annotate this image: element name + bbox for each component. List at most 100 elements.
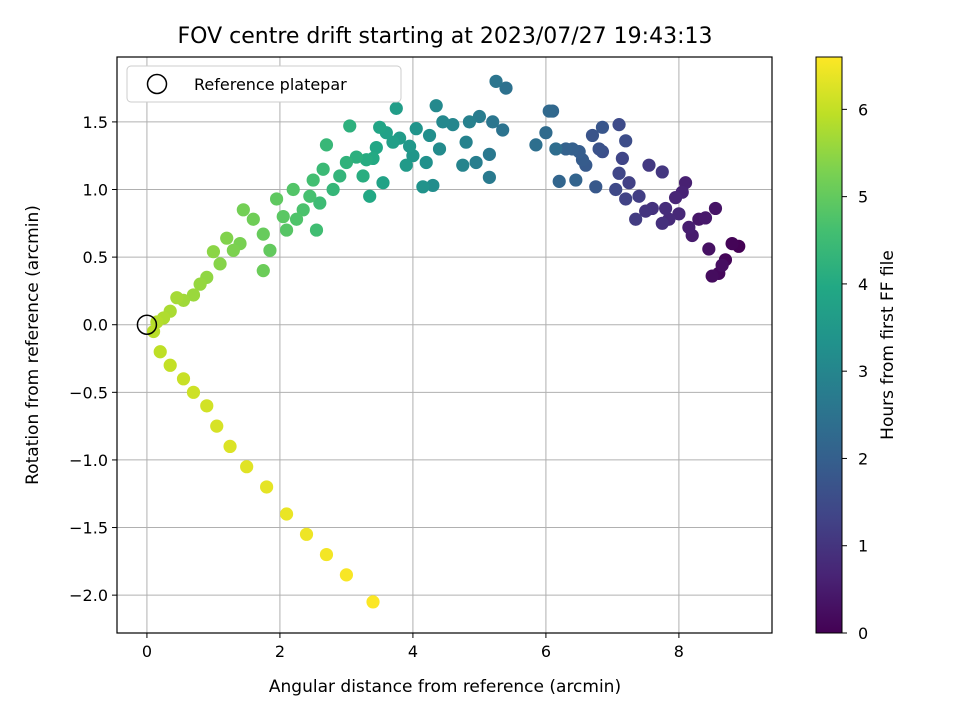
- legend-marker: [146, 73, 168, 95]
- data-point: [702, 242, 716, 256]
- data-point: [256, 227, 270, 241]
- colorbar-tick-label: 4: [858, 275, 868, 294]
- colorbar-ticks: 0 1 2 3 4 5 6: [842, 100, 868, 643]
- data-point: [343, 119, 357, 133]
- data-point: [469, 155, 483, 170]
- data-point: [622, 176, 636, 190]
- colorbar-tick-label: 5: [858, 188, 868, 207]
- data-point: [363, 189, 377, 203]
- colorbar-label: Hours from first FF file: [878, 250, 898, 440]
- data-point: [349, 150, 363, 164]
- chart-title: FOV centre drift starting at 2023/07/27 …: [178, 24, 713, 49]
- y-tick-label: −1.0: [69, 451, 108, 470]
- x-tick-label: 2: [275, 642, 285, 661]
- x-axis-label: Angular distance from reference (arcmin): [269, 677, 621, 697]
- data-point: [386, 135, 400, 149]
- y-tick-label: −0.5: [69, 383, 108, 402]
- colorbar-tick-label: 0: [858, 624, 868, 643]
- data-point: [659, 201, 673, 216]
- data-point: [399, 158, 413, 172]
- data-point: [319, 547, 334, 562]
- data-point: [326, 182, 340, 197]
- data-point: [462, 115, 477, 129]
- colorbar-tick-label: 6: [858, 100, 868, 119]
- data-point: [416, 180, 430, 194]
- plot-frame: [116, 56, 773, 634]
- data-point: [316, 162, 330, 176]
- data-point: [279, 507, 294, 521]
- data-point: [429, 99, 443, 113]
- data-point: [715, 258, 729, 272]
- colorbar: 0 1 2 3 4 5 6 Hours from first FF file: [815, 56, 898, 643]
- data-point: [708, 201, 723, 216]
- data-point: [446, 118, 460, 132]
- data-point: [609, 182, 623, 197]
- data-point: [529, 138, 543, 152]
- data-point: [496, 123, 510, 137]
- reference-marker: [136, 314, 158, 335]
- data-point: [226, 243, 240, 257]
- data-point: [655, 216, 669, 230]
- data-point: [539, 126, 553, 140]
- colorbar-tick-label: 3: [858, 362, 868, 381]
- data-point: [306, 173, 320, 187]
- colorbar-tick-label: 1: [858, 537, 868, 556]
- data-point: [366, 595, 380, 609]
- legend-label: Reference platepar: [194, 75, 347, 94]
- x-ticks: 0 2 4 6 8: [142, 633, 684, 661]
- data-point: [279, 223, 294, 237]
- y-tick-label: −2.0: [69, 586, 108, 605]
- data-point: [569, 173, 583, 187]
- data-point: [260, 480, 274, 494]
- x-tick-label: 0: [142, 642, 152, 661]
- data-point: [319, 138, 334, 152]
- data-point: [163, 358, 177, 372]
- data-point: [256, 264, 270, 278]
- data-point: [682, 220, 696, 234]
- data-point: [193, 277, 207, 291]
- data-point: [419, 155, 433, 170]
- legend-box: [126, 65, 402, 103]
- data-point: [153, 345, 167, 359]
- data-point: [619, 192, 633, 206]
- data-point: [655, 165, 669, 179]
- data-point: [333, 169, 347, 183]
- data-point: [559, 142, 573, 156]
- colorbar-tick-label: 2: [858, 449, 868, 468]
- data-point: [482, 147, 496, 161]
- data-point: [629, 212, 643, 226]
- scatter-points: [146, 74, 746, 609]
- data-point: [612, 118, 626, 132]
- data-point: [286, 182, 300, 197]
- data-point: [422, 128, 437, 143]
- data-point: [552, 174, 566, 188]
- data-point: [698, 211, 713, 225]
- data-point: [240, 460, 254, 474]
- data-point: [612, 166, 626, 180]
- data-point: [542, 104, 556, 118]
- x-tick-label: 8: [674, 642, 684, 661]
- data-point: [589, 180, 603, 194]
- colorbar-gradient: [815, 56, 843, 634]
- data-point: [220, 231, 234, 245]
- data-point: [668, 191, 683, 205]
- data-point: [206, 245, 221, 259]
- y-ticks: −2.0 −1.5 −1.0 −0.5 0.0 0.5 1.0 1.5: [69, 113, 117, 605]
- y-tick-label: −1.5: [69, 519, 108, 538]
- data-point: [269, 192, 284, 206]
- data-point: [456, 158, 470, 172]
- data-point: [489, 74, 503, 88]
- data-point: [246, 212, 260, 226]
- data-point: [402, 139, 417, 153]
- data-point: [389, 101, 403, 115]
- y-tick-label: 1.5: [83, 113, 108, 132]
- data-point: [186, 385, 201, 399]
- y-tick-label: 0.5: [83, 248, 108, 267]
- data-point: [436, 115, 450, 129]
- data-point: [359, 153, 373, 167]
- data-point: [170, 291, 184, 305]
- data-point: [595, 120, 610, 134]
- data-point: [639, 204, 653, 218]
- data-point: [210, 419, 224, 433]
